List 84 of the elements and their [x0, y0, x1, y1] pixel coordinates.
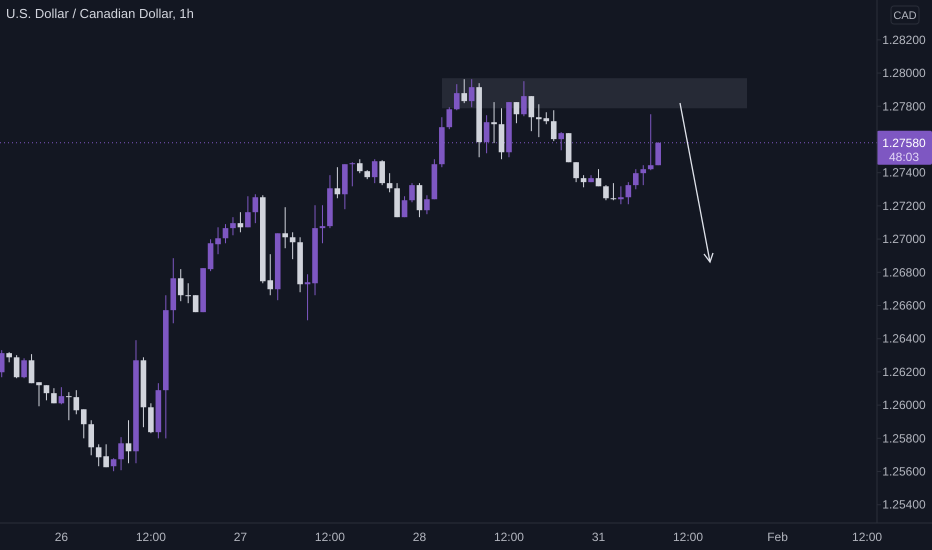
candlestick [618, 186, 624, 205]
candlestick [44, 384, 50, 401]
candlestick [88, 420, 94, 456]
candlestick [51, 388, 57, 404]
candlestick [58, 386, 64, 405]
candlestick [543, 112, 550, 125]
candlestick [379, 160, 385, 186]
candlestick [192, 294, 198, 313]
candlestick [0, 350, 4, 378]
x-tick-label: 31 [592, 530, 606, 544]
candlestick [110, 458, 116, 472]
candlestick [528, 96, 534, 132]
candlestick [96, 444, 102, 467]
y-tick-label: 1.27400 [882, 166, 926, 180]
y-tick-label: 1.26800 [882, 265, 926, 280]
candlestick [536, 104, 542, 138]
candlestick [491, 102, 497, 144]
candlestick [185, 282, 191, 304]
y-tick-label: 1.27200 [882, 198, 926, 213]
y-axis-title: CAD [893, 10, 917, 22]
y-tick-label: 1.27800 [882, 99, 926, 114]
candlestick [238, 212, 244, 233]
x-tick-label: 12:00 [852, 530, 882, 544]
x-tick-label: 12:00 [136, 530, 166, 544]
candlestick [103, 444, 109, 468]
x-tick-label: 12:00 [314, 530, 346, 544]
candlestick [610, 182, 616, 201]
x-tick-label: 28 [412, 530, 426, 544]
y-tick-label: 1.25800 [882, 431, 926, 446]
candlestick [424, 194, 430, 215]
candlestick [468, 78, 474, 108]
candlestick [245, 196, 251, 228]
x-tick-label: 27 [234, 530, 248, 544]
candlestick [461, 78, 468, 104]
candlestick [222, 224, 228, 244]
candlestick [252, 194, 258, 224]
y-tick-label: 1.28200 [882, 32, 926, 47]
candlestick [603, 184, 609, 201]
candlestick [640, 164, 646, 186]
candlestick [6, 352, 12, 363]
candlestick [356, 158, 363, 174]
y-tick-label: 1.25600 [882, 464, 926, 479]
candlestick [334, 166, 340, 199]
x-tick-label: Feb [767, 530, 788, 544]
candlestick [402, 196, 408, 218]
candlestick [267, 254, 274, 296]
text: 48:03 [888, 150, 920, 164]
candlestick [386, 172, 392, 193]
candlestick [350, 162, 356, 187]
ref-line-label: 1.27580 [882, 136, 926, 150]
y-tick-label: 1.25400 [882, 498, 926, 512]
text: U.S. Dollar / Canadian Dollar, 1h [6, 6, 194, 21]
candlestick [372, 158, 378, 184]
candlestick [230, 216, 236, 236]
y-tick-label: 1.26400 [882, 332, 926, 346]
candlestick [626, 182, 632, 205]
y-tick-label: 1.27000 [882, 232, 926, 246]
x-tick-label: 26 [54, 530, 68, 544]
candlestick [21, 358, 27, 379]
y-tick-label: 1.26600 [882, 298, 926, 312]
candlestick [66, 392, 72, 421]
candlestick [320, 204, 326, 244]
candlestick [409, 182, 415, 203]
candlestick [573, 162, 579, 183]
candlestick [454, 84, 460, 111]
candlestick [521, 80, 527, 117]
candlestick [633, 168, 639, 190]
candlestick [126, 420, 132, 464]
candlestick [178, 268, 184, 302]
candlestick [80, 408, 87, 439]
candlestick [446, 106, 452, 130]
candlestick [514, 102, 520, 124]
candlestick [550, 110, 557, 142]
candlestick [14, 354, 20, 379]
x-tick-label: 12:00 [494, 530, 524, 544]
candlestick [580, 174, 586, 188]
x-tick-label: 12:00 [673, 530, 704, 544]
candlestick [282, 206, 288, 249]
y-tick-label: 1.26000 [882, 398, 926, 412]
candlestick [118, 436, 124, 471]
candlestick [74, 390, 80, 415]
y-tick-label: 1.26200 [882, 364, 926, 379]
candlestick [596, 168, 602, 187]
y-tick-label: 1.28000 [882, 66, 926, 80]
